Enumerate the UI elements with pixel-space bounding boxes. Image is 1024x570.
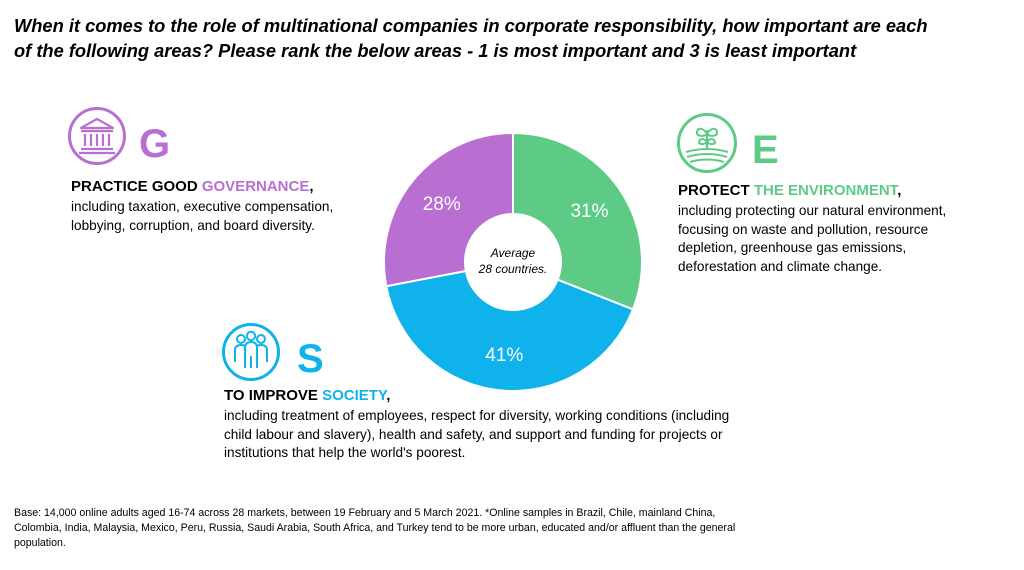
title-line-2: of the following areas? Please rank the … xyxy=(14,40,857,61)
governance-heading-highlight: GOVERNANCE xyxy=(201,178,310,195)
environment-heading-highlight: THE ENVIRONMENT xyxy=(753,182,898,199)
society-line: child labour and slavery), health and sa… xyxy=(224,426,723,442)
center-label-line-1: Average xyxy=(490,246,536,260)
society-heading-prefix: TO IMPROVE xyxy=(224,387,323,404)
donut-slice-environment xyxy=(512,131,643,311)
governance-line: including taxation, executive compensati… xyxy=(71,199,334,214)
environment-heading-suffix: , xyxy=(897,182,902,199)
society-heading: TO IMPROVE SOCIETY, xyxy=(224,387,390,405)
footnote: Base: 14,000 online adults aged 16-74 ac… xyxy=(14,506,1004,550)
question-title: When it comes to the role of multination… xyxy=(14,13,1014,63)
society-letter: S xyxy=(297,337,324,381)
society-heading-suffix: , xyxy=(386,387,391,404)
slice-label-environment: 31% xyxy=(570,201,608,222)
footnote-line-1: Base: 14,000 online adults aged 16-74 ac… xyxy=(14,507,716,519)
environment-heading-prefix: PROTECT xyxy=(678,182,754,199)
governance-heading: PRACTICE GOOD GOVERNANCE, xyxy=(71,178,314,196)
donut-slice-society xyxy=(385,269,635,392)
environment-letter: E xyxy=(752,128,779,172)
society-line: institutions that help the world's poore… xyxy=(224,445,466,461)
governance-line: lobbying, corruption, and board diversit… xyxy=(71,217,315,233)
footnote-line-2: Colombia, India, Malaysia, Mexico, Peru,… xyxy=(14,521,736,534)
society-heading-highlight: SOCIETY xyxy=(322,387,387,404)
title-line-1: When it comes to the role of multination… xyxy=(14,15,928,36)
environment-line: focusing on waste and pollution, resourc… xyxy=(678,221,929,237)
environment-line: depletion, greenhouse gas emissions, xyxy=(678,240,907,256)
footnote-line-3: population. xyxy=(14,536,66,549)
donut-slice-governance xyxy=(383,131,514,288)
governance-heading-suffix: , xyxy=(309,178,314,195)
plant-field-icon xyxy=(676,112,738,174)
environment-heading: PROTECT THE ENVIRONMENT, xyxy=(678,182,901,200)
environment-description: including protecting our natural environ… xyxy=(678,202,946,276)
environment-line: deforestation and climate change. xyxy=(678,258,883,274)
governance-heading-prefix: PRACTICE GOOD xyxy=(71,178,202,195)
center-label-line-2: 28 countries. xyxy=(478,262,548,276)
governance-description: including taxation, executive compensati… xyxy=(71,198,333,235)
society-line: including treatment of employees, respec… xyxy=(224,408,730,423)
government-building-icon xyxy=(67,106,127,166)
society-description: including treatment of employees, respec… xyxy=(224,407,729,463)
people-group-icon xyxy=(221,322,281,382)
governance-letter: G xyxy=(139,122,171,166)
slice-label-governance: 28% xyxy=(423,194,461,215)
environment-line: including protecting our natural environ… xyxy=(678,203,947,218)
slice-label-society: 41% xyxy=(485,345,523,366)
